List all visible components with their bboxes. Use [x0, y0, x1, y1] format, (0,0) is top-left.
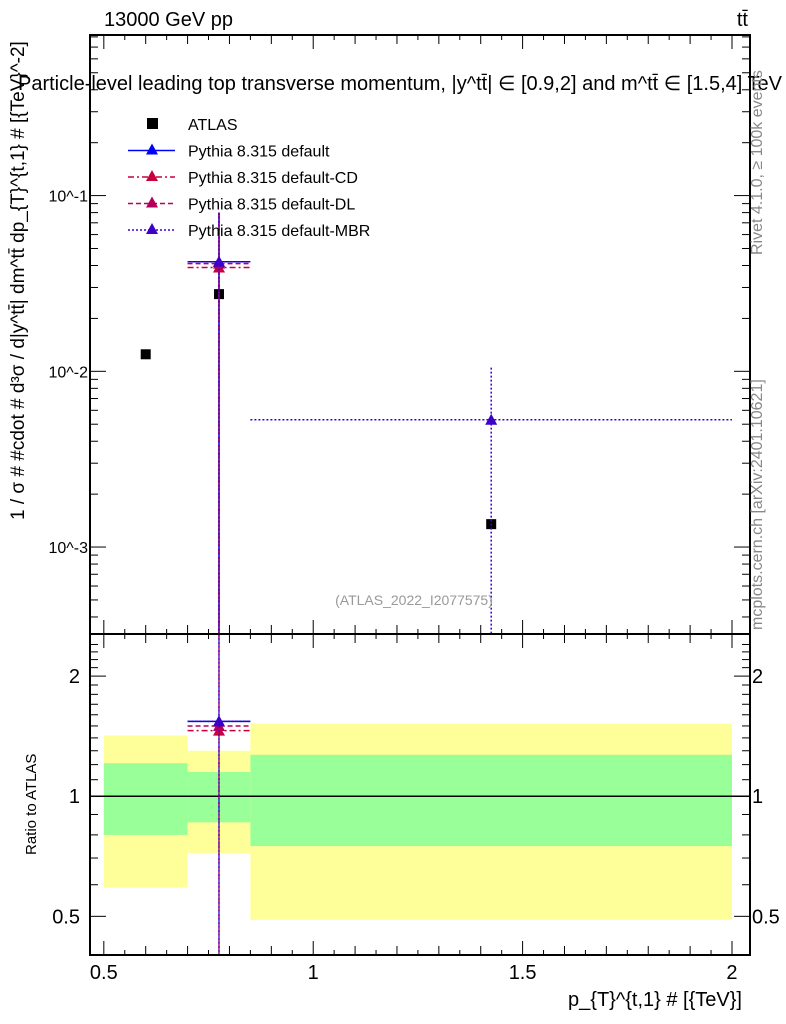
- ratio-y-tick-label-right: 0.5: [752, 906, 780, 928]
- ratio-bands: [90, 723, 750, 920]
- main-panel: [140, 212, 732, 634]
- x-tick-label: 0.5: [90, 962, 118, 984]
- ratio-band-inner: [103, 763, 188, 835]
- legend-label-default: Pythia 8.315 default: [188, 144, 330, 161]
- ratio-band-inner: [250, 754, 732, 847]
- legend-marker-cd: [146, 170, 158, 181]
- ratio-y-tick-label-left: 2: [69, 666, 80, 688]
- legend-marker-dl: [146, 196, 158, 208]
- marker-mbr: [485, 413, 498, 425]
- ratio-axis-label: Ratio to ATLAS: [23, 754, 40, 855]
- axes: 0.5 1 1.5 2 0.5 0.5 1 1 2 2: [52, 34, 780, 984]
- analysis-id: (ATLAS_2022_I2077575): [335, 592, 493, 608]
- x-tick-label: 2: [726, 962, 737, 984]
- legend-label-data: ATLAS: [188, 117, 238, 134]
- x-tick-label: 1: [308, 962, 319, 984]
- ratio-y-tick-label-left: 0.5: [52, 906, 80, 928]
- legend[interactable]: ATLAS Pythia 8.315 default Pythia 8.315 de…: [128, 117, 370, 240]
- ratio-frame: [89, 633, 751, 956]
- y-tick-label: 10^-1: [48, 189, 88, 206]
- process-label: tt̄: [737, 9, 749, 31]
- ratio-y-tick-label-right: 2: [752, 666, 763, 688]
- data-point-data: [140, 349, 151, 360]
- mcplots-label: mcplots.cern.ch [arXiv:2401.10621]: [749, 379, 766, 630]
- legend-label-mbr: Pythia 8.315 default-MBR: [188, 223, 370, 240]
- rivet-label: Rivet 4.1.0, ≥ 100k events: [749, 70, 766, 255]
- plot-title: Particle-level leading top transverse mo…: [18, 73, 783, 95]
- legend-marker-mbr: [146, 223, 158, 234]
- ratio-y-tick-label-left: 1: [69, 786, 80, 808]
- y-tick-label: 10^-3: [48, 540, 88, 557]
- ratio-y-tick-label-right: 1: [752, 786, 763, 808]
- x-tick-label: 1.5: [509, 962, 537, 984]
- legend-marker-default: [146, 143, 158, 155]
- x-axis-label: p_{T}^{t,1} # [{TeV}]: [568, 989, 742, 1011]
- ratio-marker-mbr: [212, 715, 225, 727]
- ratio-panel: [187, 634, 251, 955]
- y-tick-label: 10^-2: [48, 364, 88, 381]
- legend-marker-data: [147, 118, 158, 129]
- y-axis-label: 1 / σ # #cdot # d³σ / d|y^tt̄| dm^tt̄ dp…: [8, 41, 29, 520]
- energy-label: 13000 GeV pp: [104, 9, 233, 31]
- legend-label-cd: Pythia 8.315 default-CD: [188, 170, 358, 187]
- legend-label-dl: Pythia 8.315 default-DL: [188, 197, 355, 214]
- marker-mbr: [212, 255, 225, 267]
